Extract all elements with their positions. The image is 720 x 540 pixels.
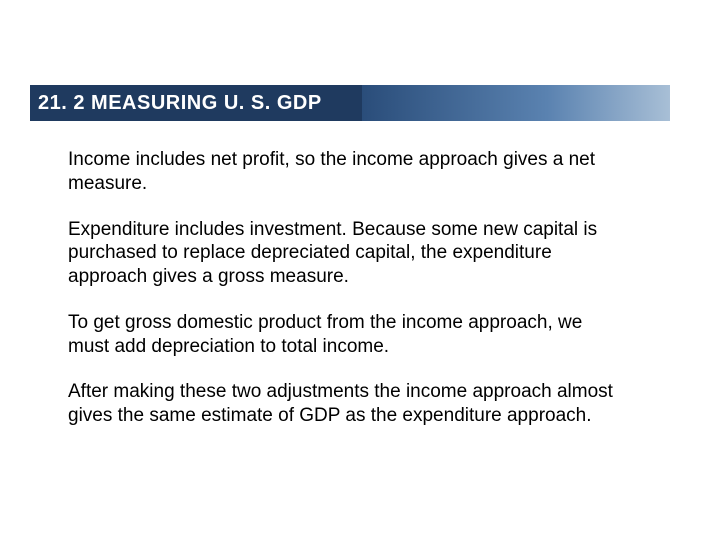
paragraph: Expenditure includes investment. Because… — [68, 218, 628, 289]
slide-body: Income includes net profit, so the incom… — [68, 148, 628, 450]
paragraph: To get gross domestic product from the i… — [68, 311, 628, 359]
slide-title: 21. 2 MEASURING U. S. GDP — [38, 92, 322, 115]
paragraph: Income includes net profit, so the incom… — [68, 148, 628, 196]
title-gradient-segment — [362, 85, 670, 121]
title-dark-segment: 21. 2 MEASURING U. S. GDP — [30, 85, 362, 121]
title-bar: 21. 2 MEASURING U. S. GDP — [30, 85, 670, 121]
paragraph: After making these two adjustments the i… — [68, 380, 628, 428]
slide: 21. 2 MEASURING U. S. GDP Income include… — [0, 0, 720, 540]
